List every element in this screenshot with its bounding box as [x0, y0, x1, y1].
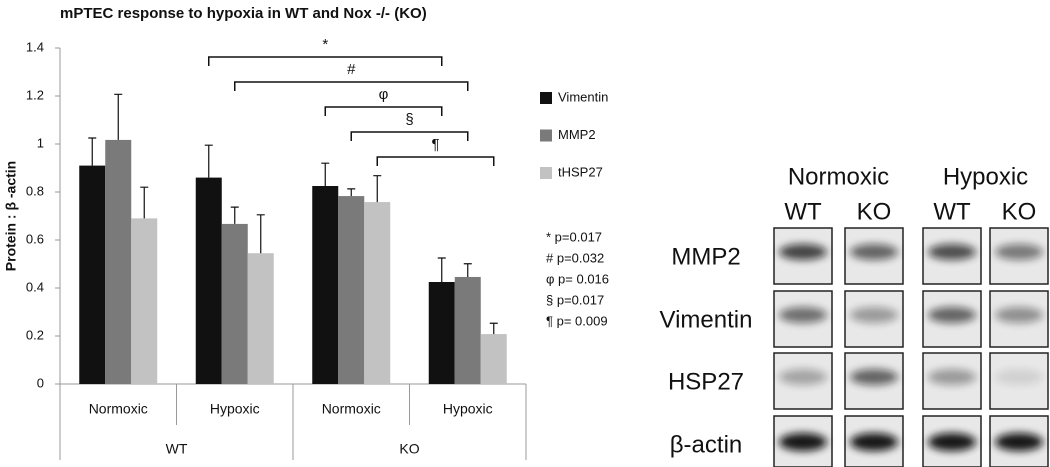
- blot-band: [850, 433, 898, 451]
- error-bar: [256, 214, 265, 254]
- blot-row-label: HSP27: [668, 368, 744, 395]
- bar: [364, 202, 391, 384]
- blot-band: [928, 369, 976, 385]
- x-tick-label: Hypoxic: [443, 401, 493, 417]
- blot-genotype: WT: [784, 198, 822, 225]
- y-tick-label: 1.2: [26, 87, 44, 102]
- x-tick-label: Normoxic: [89, 401, 148, 417]
- legend-label: MMP2: [558, 127, 596, 142]
- p-value: § p=0.017: [546, 292, 604, 307]
- significance-symbol: #: [347, 61, 356, 78]
- bar: [480, 334, 507, 384]
- blot-band: [779, 433, 827, 451]
- significance-symbol: *: [322, 36, 328, 53]
- blot-band: [779, 244, 827, 260]
- bar: [312, 186, 339, 384]
- y-tick-label: 0.6: [26, 231, 44, 246]
- bar: [338, 196, 365, 384]
- bar: [131, 218, 158, 384]
- legend-swatch: [540, 129, 552, 142]
- blot-band: [850, 244, 898, 260]
- blot-genotype: WT: [933, 198, 971, 225]
- significance-bracket: [234, 81, 469, 91]
- legend-label: tHSP27: [558, 164, 603, 179]
- legend-swatch: [540, 167, 552, 179]
- blot-genotype: KO: [1002, 198, 1037, 225]
- blot-row-label: Vimentin: [660, 306, 753, 333]
- significance-bracket: [376, 156, 495, 166]
- blot-band: [995, 307, 1043, 323]
- blot-band: [779, 307, 827, 323]
- x-tick-label: Normoxic: [322, 401, 381, 417]
- blot-band: [779, 369, 827, 385]
- blot-band: [995, 369, 1043, 385]
- y-tick-label: 0.4: [26, 279, 44, 294]
- blot-genotype: KO: [857, 198, 892, 225]
- p-value: * p=0.017: [546, 229, 602, 244]
- blot-band: [850, 307, 898, 323]
- error-bar: [114, 93, 123, 140]
- significance-symbol: φ: [379, 86, 389, 103]
- p-value: ¶ p= 0.009: [546, 313, 608, 328]
- p-value: # p=0.032: [546, 250, 604, 265]
- bar: [454, 276, 481, 384]
- bar: [195, 177, 222, 384]
- group-label: WT: [166, 441, 188, 457]
- y-tick-label: 0: [37, 375, 44, 390]
- error-bar: [489, 322, 498, 335]
- error-bar: [347, 188, 356, 197]
- error-bar: [437, 257, 446, 282]
- chart-title: mPTEC response to hypoxia in WT and Nox …: [60, 5, 427, 22]
- group-label: KO: [399, 441, 419, 457]
- blot-band: [928, 244, 976, 260]
- error-bar: [204, 144, 213, 178]
- error-bar: [230, 206, 239, 224]
- blot-band: [995, 433, 1043, 451]
- legend-swatch: [540, 92, 552, 104]
- y-axis-label: Protein : β -actin: [3, 161, 19, 271]
- error-bar: [321, 162, 330, 186]
- error-bar: [373, 175, 382, 203]
- y-tick-label: 0.2: [26, 327, 44, 342]
- y-tick-label: 0.8: [26, 183, 44, 198]
- blot-band: [928, 307, 976, 323]
- significance-symbol: §: [405, 111, 413, 128]
- blot-band: [928, 433, 976, 451]
- blot-band: [850, 369, 898, 385]
- blot-row-label: β-actin: [670, 431, 743, 458]
- blot-row-label: MMP2: [671, 243, 740, 270]
- blot-band: [995, 244, 1043, 260]
- y-tick-label: 1.4: [26, 39, 44, 54]
- significance-bracket: [324, 106, 443, 116]
- y-tick-label: 1: [37, 135, 44, 150]
- significance-bracket: [208, 56, 443, 66]
- error-bar: [88, 137, 97, 166]
- bar: [247, 253, 274, 384]
- bar: [105, 139, 132, 384]
- bar: [428, 282, 455, 384]
- error-bar: [140, 186, 149, 219]
- p-value: φ p= 0.016: [546, 271, 609, 286]
- bar: [221, 223, 248, 384]
- significance-bracket: [350, 131, 469, 141]
- blot-condition: Normoxic: [788, 163, 889, 190]
- blot-condition: Hypoxic: [943, 163, 1028, 190]
- significance-symbol: ¶: [431, 136, 439, 153]
- error-bar: [463, 263, 472, 277]
- legend-label: Vimentin: [558, 89, 608, 104]
- x-tick-label: Hypoxic: [210, 401, 260, 417]
- bar: [79, 165, 106, 384]
